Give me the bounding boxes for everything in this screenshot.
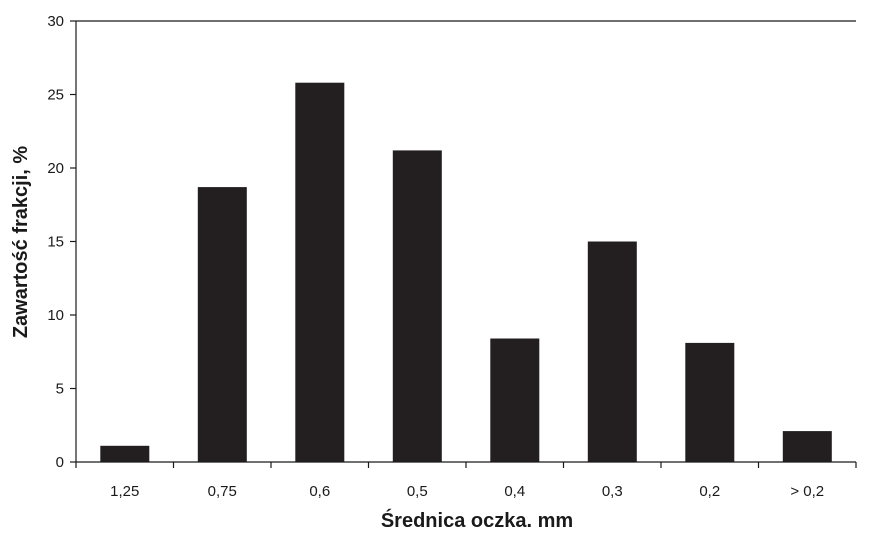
y-tick-label-2: 10 — [47, 307, 64, 324]
bar-2 — [295, 82, 345, 462]
x-tick-labels: 1,25 0,75 0,6 0,5 0,4 0,3 0,2 > 0,2 — [110, 483, 824, 500]
x-axis-title: Średnica oczka. mm — [381, 508, 573, 532]
bar-4 — [490, 338, 540, 462]
x-tick-label-4: 0,4 — [504, 483, 525, 500]
y-tick-label-0: 0 — [56, 454, 64, 471]
bar-0 — [100, 445, 150, 462]
y-axis-title: Zawartość frakcji, % — [10, 146, 32, 339]
x-tick-label-5: 0,3 — [602, 483, 623, 500]
bar-5 — [587, 241, 637, 462]
bar-6 — [685, 342, 735, 462]
x-tick-label-3: 0,5 — [407, 483, 428, 500]
bar-7 — [782, 431, 832, 462]
y-tick-label-4: 20 — [47, 160, 64, 177]
bars-group — [100, 82, 832, 462]
x-tick-label-2: 0,6 — [309, 483, 330, 500]
axes-group — [70, 20, 857, 468]
bar-3 — [392, 150, 442, 462]
y-tick-label-3: 15 — [47, 234, 64, 251]
y-tick-label-5: 25 — [47, 87, 64, 104]
y-tick-label-1: 5 — [56, 381, 64, 398]
x-tick-label-1: 0,75 — [208, 483, 237, 500]
x-tick-label-6: 0,2 — [699, 483, 720, 500]
bar-1 — [197, 187, 247, 462]
x-tick-label-0: 1,25 — [110, 483, 139, 500]
x-tick-label-7: > 0,2 — [790, 483, 824, 500]
y-tick-label-6: 30 — [47, 13, 64, 30]
y-tick-labels: 0 5 10 15 20 25 30 — [47, 13, 64, 471]
